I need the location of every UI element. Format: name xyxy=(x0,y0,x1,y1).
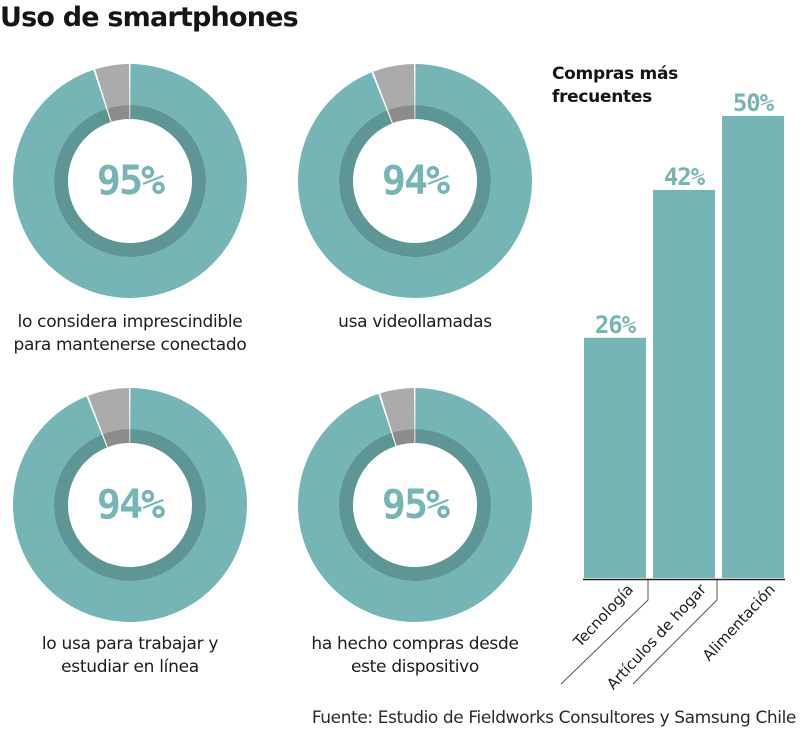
caption-line: lo usa para trabajar y xyxy=(41,634,219,654)
bar-value-label: 42% xyxy=(664,163,706,191)
caption-line: ha hecho compras desde xyxy=(311,634,519,654)
bar-chart-title: Compras más frecuentes xyxy=(552,63,678,109)
caption-line: lo considera imprescindible xyxy=(17,312,243,332)
donut-inner-ring-rest xyxy=(392,429,415,446)
donut-segment-main xyxy=(297,388,532,622)
caption-line: estudiar en línea xyxy=(61,657,199,677)
donut-segment-rest xyxy=(373,64,415,111)
donut-inner-ring-rest xyxy=(387,105,415,124)
donut-caption-2: usa videollamadas xyxy=(280,311,550,334)
source-note: Fuente: Estudio de Fieldworks Consultore… xyxy=(311,708,797,728)
donut-caption-1: lo considera imprescindible para mantene… xyxy=(0,311,265,357)
page-title: Uso de smartphones xyxy=(0,2,299,33)
x-tick-label: Alimentación xyxy=(699,580,779,664)
donut-segment-main xyxy=(12,64,247,298)
donut-value-label: 95% xyxy=(382,482,450,528)
category-divider xyxy=(560,580,649,685)
donut-caption-3: lo usa para trabajar y estudiar en línea xyxy=(0,633,265,679)
donut-inner-ring-rest xyxy=(107,105,130,122)
bar-value-label: 26% xyxy=(595,311,637,339)
donut-value-label: 95% xyxy=(97,158,165,204)
category-divider xyxy=(632,580,718,685)
bar xyxy=(722,116,784,578)
donut-segment-main xyxy=(13,388,248,622)
donut-value-label: 94% xyxy=(97,482,165,528)
bar xyxy=(584,337,646,578)
donut-segment-main xyxy=(298,64,532,299)
bar-title-line: frecuentes xyxy=(552,87,652,107)
caption-line: para mantenerse conectado xyxy=(13,335,247,355)
donut-value-label: 94% xyxy=(382,158,450,204)
donut-caption-4: ha hecho compras desde este dispositivo xyxy=(280,633,550,679)
x-tick-label: Tecnología xyxy=(569,580,637,651)
bar-value-label: 50% xyxy=(733,89,775,117)
caption-line: usa videollamadas xyxy=(338,312,492,332)
donut-segment-rest xyxy=(380,388,415,433)
donut-segment-rest xyxy=(88,388,130,435)
bar-title-line: Compras más xyxy=(552,64,678,84)
donut-segment-rest xyxy=(95,64,130,109)
bar xyxy=(653,189,715,579)
donut-inner-ring-rest xyxy=(102,429,130,448)
caption-line: este dispositivo xyxy=(350,657,480,677)
